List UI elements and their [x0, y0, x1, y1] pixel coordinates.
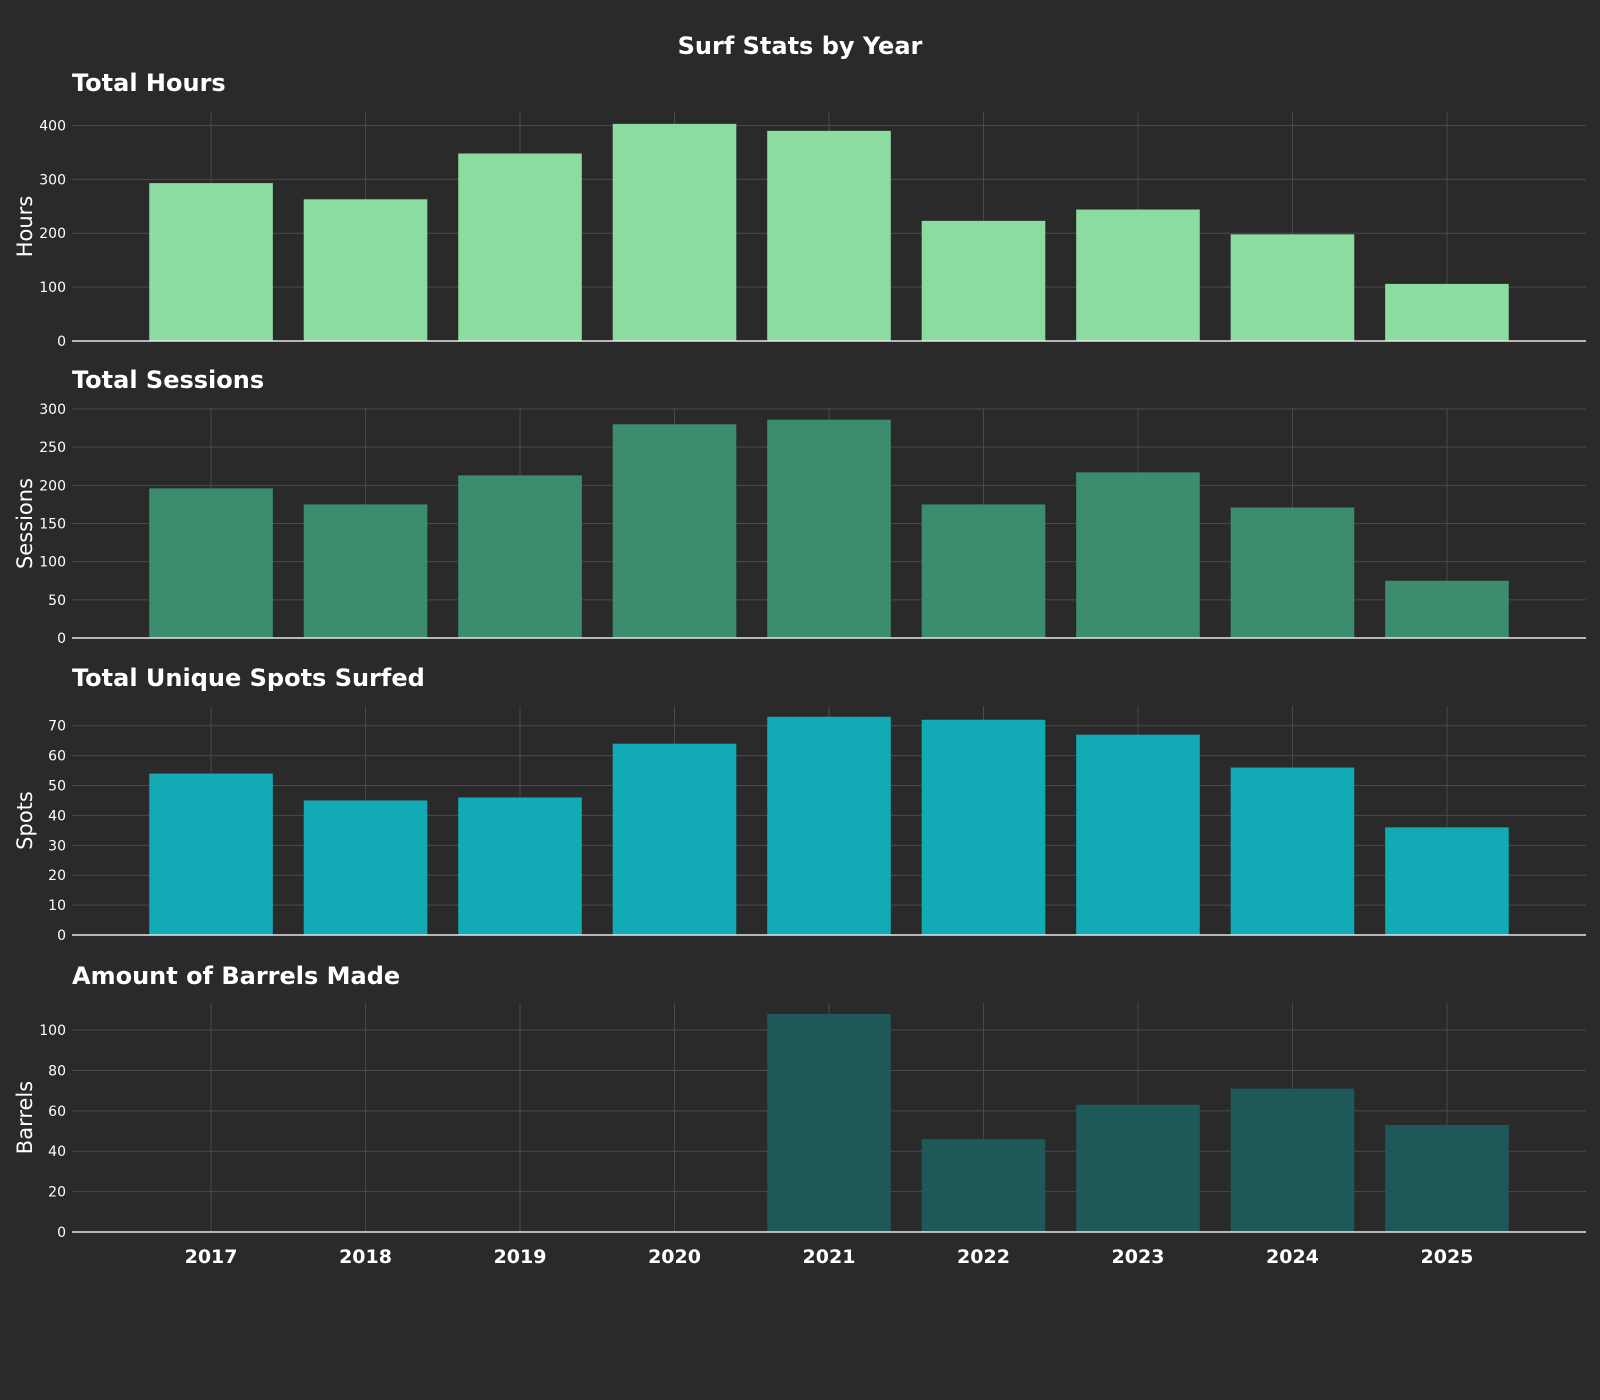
bar-2017 — [149, 183, 273, 341]
bar-2019 — [458, 153, 582, 341]
bar-2022 — [921, 220, 1046, 341]
bar-2024 — [1230, 234, 1355, 341]
bar-2022 — [921, 1139, 1046, 1232]
bar-2025 — [1385, 283, 1509, 341]
y-tick-label: 300 — [39, 402, 66, 418]
bar-2025 — [1385, 580, 1509, 638]
x-tick-label: 2024 — [1266, 1246, 1319, 1268]
x-tick-label: 2023 — [1112, 1246, 1165, 1268]
bar-2021 — [767, 1013, 891, 1232]
y-tick-label: 20 — [48, 1185, 66, 1201]
y-tick-label: 70 — [48, 719, 66, 735]
panel-title: Total Sessions — [72, 366, 264, 394]
y-tick-label: 0 — [57, 334, 66, 350]
y-tick-label: 10 — [48, 898, 66, 914]
y-tick-label: 40 — [48, 1144, 66, 1160]
bar-2023 — [1076, 734, 1200, 935]
y-tick-label: 150 — [39, 517, 66, 533]
x-tick-label: 2025 — [1421, 1246, 1474, 1268]
bar-2024 — [1230, 507, 1355, 638]
x-tick-label: 2020 — [648, 1246, 701, 1268]
bar-2018 — [303, 800, 428, 935]
bar-2018 — [303, 199, 428, 341]
y-tick-label: 250 — [39, 440, 66, 456]
bar-2023 — [1076, 472, 1200, 638]
bar-2022 — [921, 719, 1046, 935]
y-tick-label: 60 — [48, 1104, 66, 1120]
y-axis-label: Sessions — [13, 478, 37, 569]
bar-2024 — [1230, 767, 1355, 935]
y-axis-label: Barrels — [13, 1081, 37, 1154]
bar-2023 — [1076, 1104, 1200, 1232]
bar-2023 — [1076, 209, 1200, 341]
y-tick-label: 100 — [39, 555, 66, 571]
panel-4: Amount of Barrels Made 0 20 40 60 80 100 Barrel… — [13, 962, 1586, 1241]
bar-2017 — [149, 488, 273, 638]
y-axis-label: Hours — [13, 196, 37, 258]
panel-title: Total Hours — [72, 69, 226, 97]
bar-2019 — [458, 797, 582, 935]
bar-2024 — [1230, 1088, 1355, 1232]
bar-2025 — [1385, 827, 1509, 935]
y-tick-label: 50 — [48, 779, 66, 795]
y-tick-label: 300 — [39, 172, 66, 188]
x-tick-labels: 2017 2018 2019 2020 2021 2022 2023 2024 2025 — [185, 1246, 1474, 1268]
y-tick-label: 30 — [48, 838, 66, 854]
bar-2017 — [149, 773, 273, 935]
y-tick-label: 0 — [57, 1225, 66, 1241]
bar-2019 — [458, 475, 582, 638]
y-tick-label: 60 — [48, 749, 66, 765]
bar-2020 — [612, 424, 737, 638]
y-tick-label: 400 — [39, 118, 66, 134]
panel-title: Total Unique Spots Surfed — [72, 664, 425, 692]
y-tick-label: 0 — [57, 928, 66, 944]
bar-2020 — [612, 123, 737, 341]
panel-3: Total Unique Spots Surfed 0 10 20 30 40 50 60 70… — [13, 664, 1586, 944]
bar-2022 — [921, 504, 1046, 638]
y-tick-label: 100 — [39, 280, 66, 296]
y-tick-label: 40 — [48, 808, 66, 824]
bar-2025 — [1385, 1124, 1509, 1232]
x-tick-label: 2018 — [339, 1246, 392, 1268]
y-tick-label: 200 — [39, 478, 66, 494]
panel-2: Total Sessions 0 50 100 150 200 250 300 Sessions — [13, 366, 1586, 647]
y-tick-label: 0 — [57, 631, 66, 647]
y-tick-label: 100 — [39, 1023, 66, 1039]
x-tick-label: 2022 — [957, 1246, 1010, 1268]
bar-2021 — [767, 716, 891, 935]
panel-1: Total Hours 0 100 200 300 400 Hours — [13, 69, 1586, 350]
bar-2021 — [767, 419, 891, 638]
y-tick-label: 80 — [48, 1063, 66, 1079]
x-tick-label: 2021 — [803, 1246, 856, 1268]
bar-2018 — [303, 504, 428, 638]
x-tick-label: 2019 — [494, 1246, 547, 1268]
bar-2020 — [612, 743, 737, 935]
y-tick-label: 20 — [48, 868, 66, 884]
y-axis-label: Spots — [13, 791, 37, 850]
figure-title: Surf Stats by Year — [678, 32, 923, 60]
panel-title: Amount of Barrels Made — [72, 962, 400, 990]
bar-2021 — [767, 130, 891, 341]
y-tick-label: 200 — [39, 226, 66, 242]
y-tick-label: 50 — [48, 593, 66, 609]
x-tick-label: 2017 — [185, 1246, 238, 1268]
